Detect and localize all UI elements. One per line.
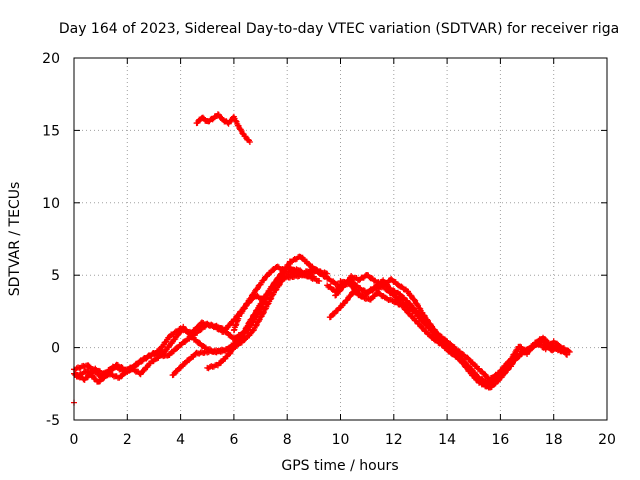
data-point xyxy=(324,270,331,277)
data-point xyxy=(406,304,413,311)
x-tick-label: 16 xyxy=(491,432,509,448)
data-point xyxy=(447,340,454,347)
grid xyxy=(74,58,607,420)
data-point xyxy=(347,293,354,300)
data-point xyxy=(267,287,274,294)
data-point xyxy=(561,347,568,354)
data-point xyxy=(560,346,567,353)
data-point xyxy=(419,324,426,331)
x-tick-label: 14 xyxy=(438,432,456,448)
data-point xyxy=(566,348,573,355)
x-tick-label: 2 xyxy=(123,432,132,448)
data-point xyxy=(181,360,188,367)
data-point xyxy=(177,364,184,371)
data-point xyxy=(418,316,425,323)
series-track-6 xyxy=(230,292,267,334)
data-point xyxy=(241,328,248,335)
x-axis-label: GPS time / hours xyxy=(281,458,398,474)
data-point xyxy=(462,361,469,368)
x-tick-label: 12 xyxy=(385,432,403,448)
chart-title: Day 164 of 2023, Sidereal Day-to-day VTE… xyxy=(59,21,619,37)
y-axis-label: SDTVAR / TECUs xyxy=(7,182,23,297)
x-tick-label: 6 xyxy=(229,432,238,448)
series-track-7 xyxy=(193,111,253,145)
data-point xyxy=(214,323,221,330)
data-point xyxy=(246,138,253,145)
data-point xyxy=(494,378,501,385)
data-point xyxy=(232,118,239,125)
series-track-5 xyxy=(204,271,317,372)
data-point xyxy=(349,282,356,289)
data-point xyxy=(182,338,189,345)
data-point xyxy=(321,269,328,276)
x-tick-label: 20 xyxy=(598,432,616,448)
series-track-2 xyxy=(71,264,344,380)
data-point xyxy=(422,328,429,335)
x-tick-label: 0 xyxy=(70,432,79,448)
data-point xyxy=(532,341,539,348)
x-tick-label: 4 xyxy=(176,432,185,448)
data-point xyxy=(264,291,271,298)
data-point xyxy=(158,352,165,359)
y-tick-label: -5 xyxy=(46,413,60,429)
data-point xyxy=(259,295,266,302)
data-point xyxy=(502,365,509,372)
data-point xyxy=(85,362,92,369)
data-point xyxy=(209,116,216,123)
data-point xyxy=(424,316,431,323)
data-point xyxy=(267,296,274,303)
data-points xyxy=(71,111,573,406)
data-point xyxy=(174,345,181,352)
data-point xyxy=(253,286,260,293)
data-point xyxy=(242,336,249,343)
data-point xyxy=(310,273,317,280)
series-track-11 xyxy=(337,277,568,383)
x-tick-label: 10 xyxy=(332,432,350,448)
data-point xyxy=(260,296,267,303)
data-point xyxy=(336,288,343,295)
x-tick-label: 18 xyxy=(545,432,563,448)
data-point xyxy=(285,261,292,268)
data-point xyxy=(465,355,472,362)
data-point xyxy=(370,286,377,293)
data-point xyxy=(253,322,260,329)
data-point xyxy=(316,277,323,284)
y-tick-label: 0 xyxy=(51,341,60,357)
y-tick-label: 10 xyxy=(42,196,60,212)
data-point xyxy=(85,368,92,375)
data-point xyxy=(322,270,329,277)
data-point xyxy=(260,310,267,317)
data-point xyxy=(140,368,147,375)
plot-frame xyxy=(73,57,608,421)
y-tick-label: 15 xyxy=(42,123,60,139)
axis-ticks: 0 2 4 6 8 10 12 14 16 18 20 -5 0 5 10 15 20 xyxy=(42,51,616,448)
data-point xyxy=(337,277,344,284)
data-point xyxy=(174,332,181,339)
data-point xyxy=(476,378,483,385)
x-tick-label: 8 xyxy=(283,432,292,448)
y-tick-label: 5 xyxy=(51,268,60,284)
data-point xyxy=(248,316,255,323)
data-point xyxy=(230,346,237,353)
data-point xyxy=(384,295,391,302)
y-tick-label: 20 xyxy=(42,51,60,67)
data-point xyxy=(482,371,489,378)
data-point xyxy=(249,296,256,303)
data-point xyxy=(271,282,278,289)
data-point xyxy=(411,296,418,303)
